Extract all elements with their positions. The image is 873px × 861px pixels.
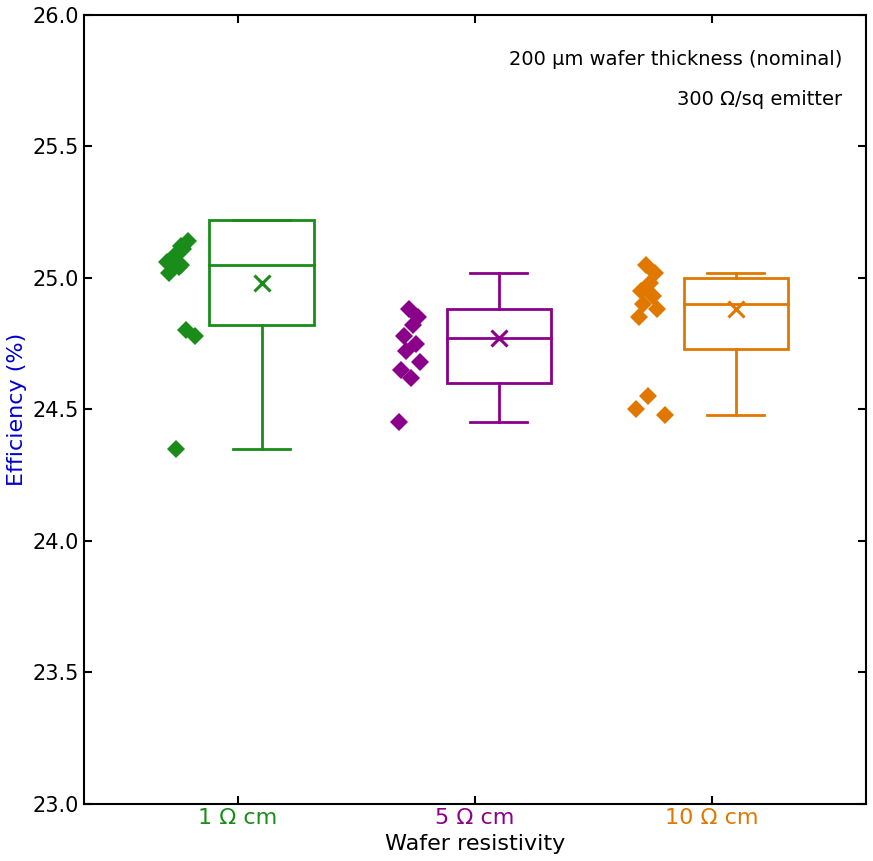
- Text: 200 μm wafer thickness (nominal): 200 μm wafer thickness (nominal): [509, 51, 842, 70]
- X-axis label: Wafer resistivity: Wafer resistivity: [385, 834, 565, 854]
- Bar: [446, 309, 551, 383]
- Text: 300 Ω/sq emitter: 300 Ω/sq emitter: [677, 90, 842, 108]
- Y-axis label: Efficiency (%): Efficiency (%): [7, 332, 27, 486]
- Bar: [210, 220, 313, 325]
- Bar: [684, 278, 787, 349]
